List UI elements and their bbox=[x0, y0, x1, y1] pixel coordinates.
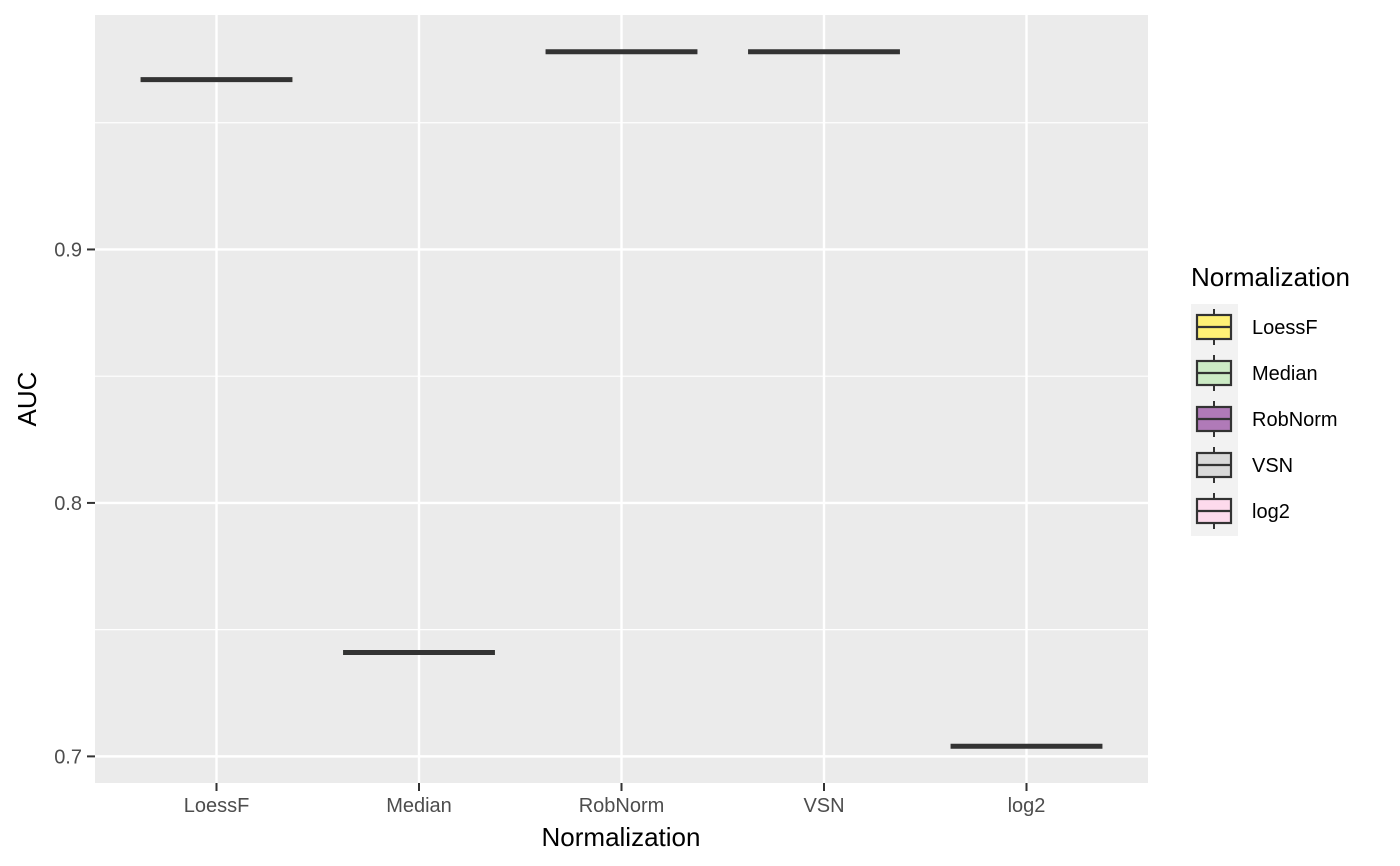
legend-label: Median bbox=[1252, 363, 1318, 385]
legend-label: log2 bbox=[1252, 501, 1290, 523]
y-axis-title: AUC bbox=[12, 372, 42, 427]
major-gridlines bbox=[95, 15, 1148, 783]
legend-label: VSN bbox=[1252, 455, 1293, 477]
box-medians bbox=[140, 49, 1103, 749]
x-axis-title: Normalization bbox=[542, 822, 701, 852]
legend: Normalization LoessF Median RobNorm VSN log2 bbox=[1191, 262, 1350, 536]
x-tick-label: log2 bbox=[1008, 795, 1046, 817]
y-tick-label: 0.9 bbox=[54, 239, 82, 261]
x-tick-label: Median bbox=[386, 795, 452, 817]
legend-label: RobNorm bbox=[1252, 409, 1338, 431]
y-tick-label: 0.8 bbox=[54, 493, 82, 515]
legend-title: Normalization bbox=[1191, 262, 1350, 292]
x-axis: LoessF Median RobNorm VSN log2 bbox=[184, 783, 1046, 817]
y-tick-label: 0.7 bbox=[54, 746, 82, 768]
legend-label: LoessF bbox=[1252, 317, 1318, 339]
x-tick-label: LoessF bbox=[184, 795, 250, 817]
x-tick-label: RobNorm bbox=[579, 795, 665, 817]
x-tick-label: VSN bbox=[803, 795, 844, 817]
y-axis: 0.7 0.8 0.9 bbox=[54, 239, 95, 768]
